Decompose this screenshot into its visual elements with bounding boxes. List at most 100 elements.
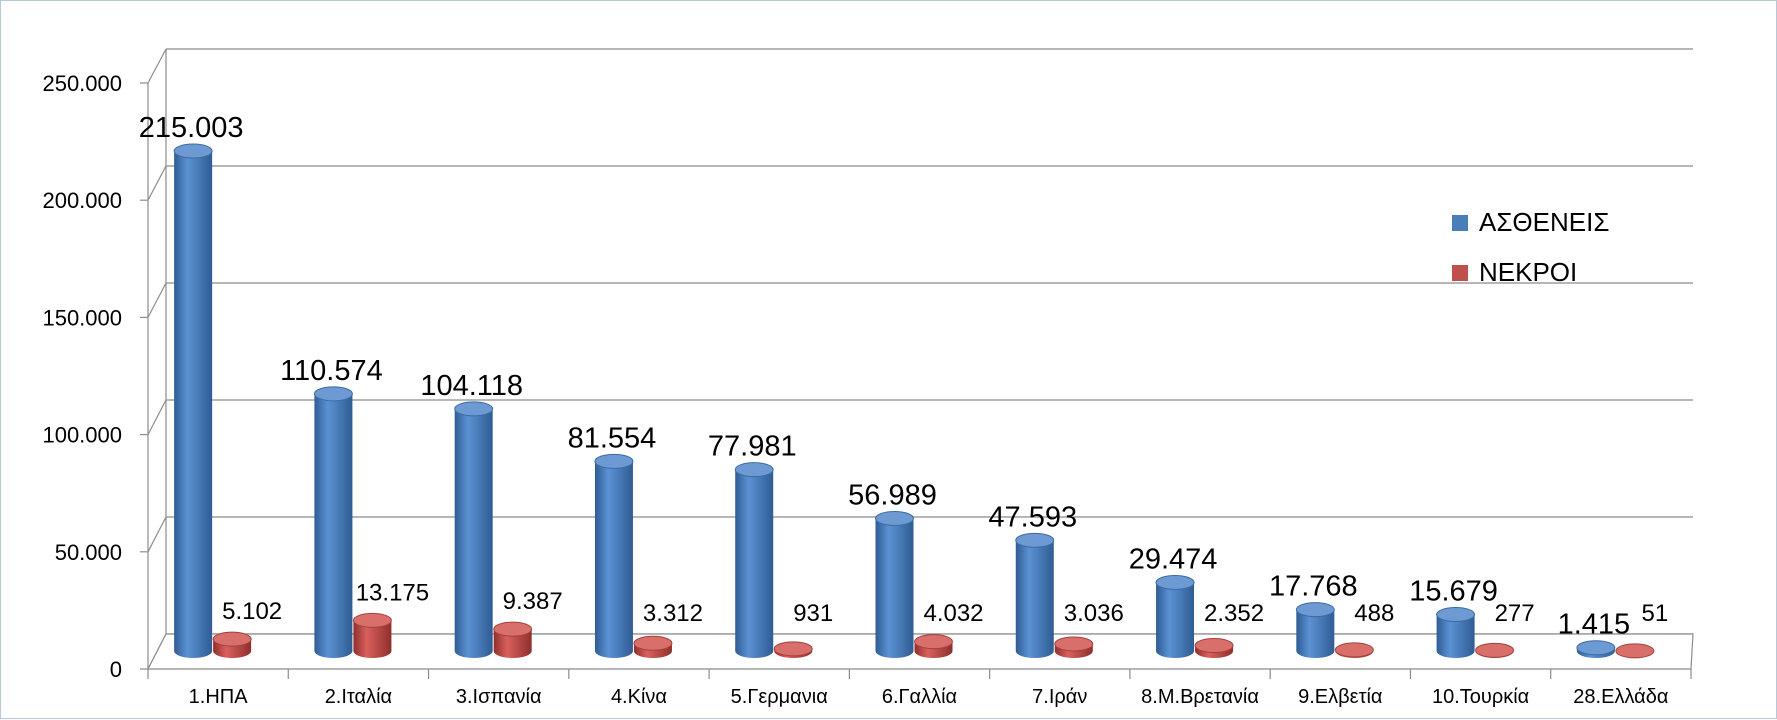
data-label-patients: 17.768 (1269, 571, 1358, 603)
data-label-patients: 104.118 (420, 370, 523, 402)
data-label-patients: 215.003 (139, 112, 244, 144)
bar-patients-body (875, 518, 914, 658)
y-tick-label: 100.000 (42, 423, 122, 448)
gridline-depth (147, 516, 167, 553)
y-tick-label: 250.000 (42, 71, 122, 96)
bar-deaths: 3.036 (1054, 600, 1124, 658)
bar-patients-top (1576, 640, 1616, 656)
x-category-label: 7.Ιράν (1032, 686, 1087, 708)
bar-patients: 77.981 (708, 431, 797, 658)
bar-patients: 47.593 (988, 501, 1077, 658)
data-label-patients: 56.989 (848, 479, 937, 511)
x-category-label: 1.ΗΠΑ (189, 686, 249, 708)
bar-patients-body (1156, 582, 1195, 658)
bar-deaths-top (212, 631, 252, 647)
bar-patients-body (594, 461, 633, 658)
bar-patients-top (1015, 532, 1055, 548)
bar-patients-body (314, 393, 353, 658)
x-category-label: 3.Ισπανία (456, 686, 542, 708)
y-tick-label: 50.000 (55, 540, 122, 565)
bar-deaths: 3.312 (633, 600, 703, 658)
x-category-label: 10.Τουρκία (1432, 686, 1529, 708)
bar-deaths-body (493, 629, 532, 658)
data-label-deaths: 13.175 (356, 579, 429, 606)
bar-deaths-top (633, 635, 673, 651)
x-axis: 1.ΗΠΑ 2.Ιταλία 3.Ισπανία 4.Κίνα 5.Γερμανια 6.… (147, 669, 1692, 708)
bar-patients-body (1296, 609, 1335, 658)
bar-patients-top (1295, 602, 1335, 618)
data-label-patients: 81.554 (568, 422, 657, 454)
bar-deaths-top (773, 641, 813, 657)
bar-patients: 110.574 (280, 355, 383, 658)
bar-deaths-top (493, 621, 533, 637)
bar-patients: 29.474 (1129, 543, 1218, 658)
bar-patients-body (735, 469, 774, 658)
bar-deaths: 51 (1615, 600, 1668, 659)
data-label-deaths: 9.387 (503, 588, 563, 615)
bar-patients: 215.003 (139, 112, 244, 658)
bar-deaths: 9.387 (493, 588, 563, 658)
legend-swatch (1452, 265, 1468, 281)
bar-deaths: 5.102 (212, 598, 282, 658)
bar-deaths-top (1194, 638, 1234, 654)
y-axis: 0 50.000 100.000 150.000 200.000 250.000 (42, 71, 149, 682)
data-label-deaths: 3.036 (1064, 600, 1124, 627)
bar-deaths: 4.032 (914, 600, 984, 658)
data-label-patients: 110.574 (280, 355, 383, 387)
bar-deaths: 488 (1334, 600, 1394, 658)
y-tick-label: 150.000 (42, 305, 122, 330)
y-tick-label: 200.000 (42, 188, 122, 213)
bar-deaths: 277 (1475, 600, 1535, 658)
legend-swatch (1452, 215, 1468, 231)
bar-patients-top (1436, 607, 1476, 623)
legend-label: ΑΣΘΕΝΕΙΣ (1479, 207, 1609, 237)
bar-patients-body (174, 151, 213, 658)
bars: 215.003 110.574 104.118 81.554 77.981 56.989 4… (139, 112, 1668, 659)
data-label-patients: 47.593 (988, 501, 1077, 533)
legend: ΑΣΘΕΝΕΙΣ ΝΕΚΡΟΙ (1452, 207, 1609, 287)
data-label-patients: 77.981 (708, 431, 797, 463)
bar-deaths: 13.175 (352, 579, 429, 658)
bar-patients: 1.415 (1558, 609, 1631, 658)
bar-patients-top (875, 510, 914, 526)
x-category-label: 5.Γερμανια (731, 686, 828, 708)
bar-deaths: 931 (773, 600, 833, 658)
data-label-deaths: 277 (1495, 600, 1535, 627)
bar-patients-body (1436, 614, 1475, 658)
x-category-label: 4.Κίνα (611, 686, 667, 708)
bar-patients-top (594, 453, 634, 469)
x-category-label: 2.Ιταλία (325, 686, 392, 708)
gridlines (147, 48, 1693, 670)
data-label-deaths: 931 (793, 600, 833, 627)
data-label-deaths: 5.102 (222, 598, 282, 625)
bar-patients: 56.989 (848, 479, 937, 658)
x-category-label: 8.Μ.Βρετανία (1141, 686, 1259, 708)
x-category-label: 28.Ελλάδα (1573, 686, 1668, 708)
y-tick-label: 0 (110, 657, 122, 682)
data-label-patients: 15.679 (1409, 576, 1498, 608)
gridline-depth (147, 165, 167, 201)
bar-deaths-top (352, 612, 392, 628)
gridline-depth (147, 282, 167, 318)
bar-patients-body (454, 408, 493, 658)
data-label-patients: 1.415 (1558, 609, 1631, 641)
legend-label: ΝΕΚΡΟΙ (1479, 257, 1577, 287)
bar-deaths-top (914, 634, 953, 650)
data-label-deaths: 2.352 (1204, 600, 1264, 627)
x-category-label: 9.Ελβετία (1298, 686, 1382, 708)
bar-patients-top (173, 143, 213, 159)
bar-patients-top (734, 462, 774, 478)
bar-deaths-body (353, 620, 392, 658)
bar-patients: 17.768 (1269, 571, 1358, 658)
x-category-label: 6.Γαλλία (882, 686, 957, 708)
bar-patients: 104.118 (420, 370, 523, 658)
data-label-patients: 29.474 (1129, 543, 1218, 575)
gridline-depth (147, 399, 167, 435)
gridline-depth (147, 48, 167, 84)
bar-patients-top (313, 386, 353, 402)
data-label-deaths: 488 (1354, 600, 1394, 627)
data-label-deaths: 3.312 (643, 600, 703, 627)
bar-deaths-top (1475, 642, 1515, 658)
